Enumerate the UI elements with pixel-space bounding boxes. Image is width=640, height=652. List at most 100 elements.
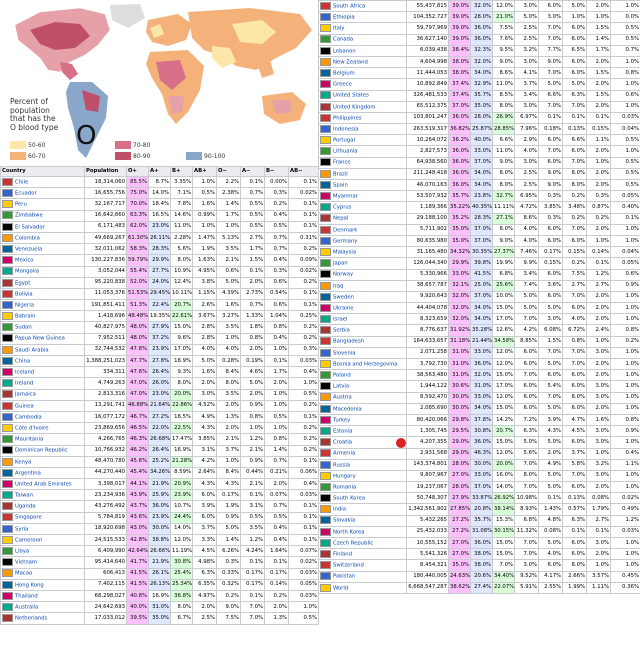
country-link[interactable]: Slovenia — [333, 350, 356, 357]
country-cell[interactable]: Côte d'Ivoire — [0, 422, 85, 435]
country-cell[interactable]: Czech Republic — [318, 536, 407, 550]
country-link[interactable]: Libya — [15, 548, 30, 555]
column-header[interactable]: A+ — [148, 166, 171, 177]
country-cell[interactable]: Portugal — [318, 134, 407, 147]
country-cell[interactable]: Ireland — [0, 377, 85, 390]
country-cell[interactable]: Peru — [0, 198, 85, 211]
country-cell[interactable]: Venezuela — [0, 243, 85, 256]
country-link[interactable]: Nepal — [333, 215, 349, 222]
country-link[interactable]: Austria — [333, 394, 352, 401]
country-cell[interactable]: Iraq — [318, 279, 407, 292]
country-link[interactable]: Bosnia and Herzegovina — [333, 361, 398, 368]
country-link[interactable]: Egypt — [15, 280, 31, 287]
country-cell[interactable]: Croatia — [318, 436, 407, 449]
country-link[interactable]: Venezuela — [15, 246, 43, 253]
country-link[interactable]: Croatia — [333, 439, 353, 446]
country-link[interactable]: Nigeria — [15, 302, 34, 309]
country-cell[interactable]: United Arab Emirates — [0, 478, 85, 491]
country-link[interactable]: Belgium — [333, 70, 355, 77]
country-cell[interactable]: Ukraine — [318, 302, 407, 315]
country-link[interactable]: Bangladesh — [333, 338, 365, 345]
country-link[interactable]: Spain — [333, 182, 348, 189]
country-link[interactable]: Lithuania — [333, 148, 358, 155]
country-link[interactable]: Zimbabwe — [15, 212, 43, 219]
country-link[interactable]: Slovakia — [333, 517, 356, 524]
country-cell[interactable]: France — [318, 156, 407, 169]
country-link[interactable]: Armenia — [333, 450, 356, 457]
country-link[interactable]: Argentina — [15, 470, 41, 477]
country-link[interactable]: Hungary — [333, 473, 356, 480]
country-cell[interactable]: Sudan — [0, 321, 85, 334]
country-cell[interactable]: Estonia — [318, 425, 407, 438]
country-cell[interactable]: Jamaica — [0, 388, 85, 401]
country-link[interactable]: Canada — [333, 36, 354, 43]
country-link[interactable]: South Africa — [333, 3, 366, 10]
country-link[interactable]: Germany — [333, 238, 358, 245]
country-link[interactable]: Poland — [333, 372, 351, 379]
country-link[interactable]: United States — [333, 92, 369, 99]
country-cell[interactable]: Egypt — [0, 276, 85, 289]
country-cell[interactable]: Denmark — [318, 223, 407, 236]
country-link[interactable]: Peru — [15, 201, 27, 208]
column-header[interactable]: Country — [0, 166, 85, 177]
country-cell[interactable]: Ethiopia — [318, 11, 407, 24]
country-cell[interactable]: Bangladesh — [318, 335, 407, 348]
country-cell[interactable]: Hong Kong — [0, 578, 85, 591]
country-cell[interactable]: Kenya — [0, 455, 85, 468]
country-link[interactable]: Norway — [333, 271, 354, 278]
country-link[interactable]: Cameroon — [15, 537, 43, 544]
country-link[interactable]: Japan — [333, 260, 348, 267]
country-link[interactable]: Hong Kong — [15, 582, 44, 589]
country-cell[interactable]: Nigeria — [0, 299, 85, 312]
country-cell[interactable]: Japan — [318, 257, 407, 270]
country-cell[interactable]: Nepal — [318, 212, 407, 225]
country-cell[interactable]: Norway — [318, 268, 407, 281]
country-cell[interactable]: Zimbabwe — [0, 209, 85, 222]
country-link[interactable]: Mexico — [15, 257, 34, 264]
country-cell[interactable]: Indonesia — [318, 123, 407, 136]
country-cell[interactable]: Pakistan — [318, 570, 407, 583]
country-link[interactable]: Sweden — [333, 294, 354, 301]
country-cell[interactable]: Myanmar — [318, 190, 407, 203]
country-cell[interactable]: United Kingdom — [318, 100, 407, 113]
country-cell[interactable]: Bosnia and Herzegovina — [318, 357, 407, 371]
country-link[interactable]: Ireland — [15, 380, 34, 387]
column-header[interactable]: AB+ — [192, 166, 217, 177]
country-cell[interactable]: Taiwan — [0, 489, 85, 502]
country-link[interactable]: South Korea — [333, 495, 366, 502]
country-cell[interactable]: United States — [318, 89, 407, 102]
country-cell[interactable]: China — [0, 354, 85, 368]
country-cell[interactable]: Greece — [318, 78, 407, 91]
country-link[interactable]: Taiwan — [15, 492, 34, 499]
country-cell[interactable]: Lithuania — [318, 145, 407, 158]
country-link[interactable]: Mauritania — [15, 436, 44, 443]
country-link[interactable]: Russia — [333, 462, 351, 469]
country-link[interactable]: Switzerland — [333, 562, 364, 569]
country-cell[interactable]: South Korea — [318, 492, 407, 505]
country-cell[interactable]: Syria — [0, 522, 85, 536]
country-link[interactable]: Latvia — [333, 383, 350, 390]
country-link[interactable]: Dominican Republic — [15, 447, 68, 454]
country-link[interactable]: Macao — [15, 570, 33, 577]
country-link[interactable]: Ukraine — [333, 305, 354, 312]
column-header[interactable]: AB− — [288, 166, 319, 177]
country-cell[interactable]: Netherlands — [0, 612, 85, 625]
country-link[interactable]: United Kingdom — [333, 104, 376, 111]
country-link[interactable]: Iraq — [333, 283, 344, 290]
country-link[interactable]: Jamaica — [15, 391, 36, 398]
country-cell[interactable]: Finland — [318, 548, 407, 561]
country-link[interactable]: Uganda — [15, 503, 36, 510]
country-link[interactable]: India — [333, 506, 346, 513]
country-link[interactable]: Ecuador — [15, 190, 37, 197]
country-cell[interactable]: World — [318, 581, 407, 594]
country-link[interactable]: Colombia — [15, 235, 40, 242]
country-cell[interactable]: India — [318, 503, 407, 516]
country-link[interactable]: Ethiopia — [333, 14, 355, 21]
country-cell[interactable]: Armenia — [318, 447, 407, 460]
column-header[interactable]: B+ — [170, 166, 193, 177]
column-header[interactable]: O+ — [126, 166, 149, 177]
country-cell[interactable]: Cameroon — [0, 533, 85, 547]
country-cell[interactable]: Russia — [318, 458, 407, 471]
column-header[interactable]: O− — [216, 166, 241, 177]
country-link[interactable]: Macedonia — [333, 406, 362, 413]
